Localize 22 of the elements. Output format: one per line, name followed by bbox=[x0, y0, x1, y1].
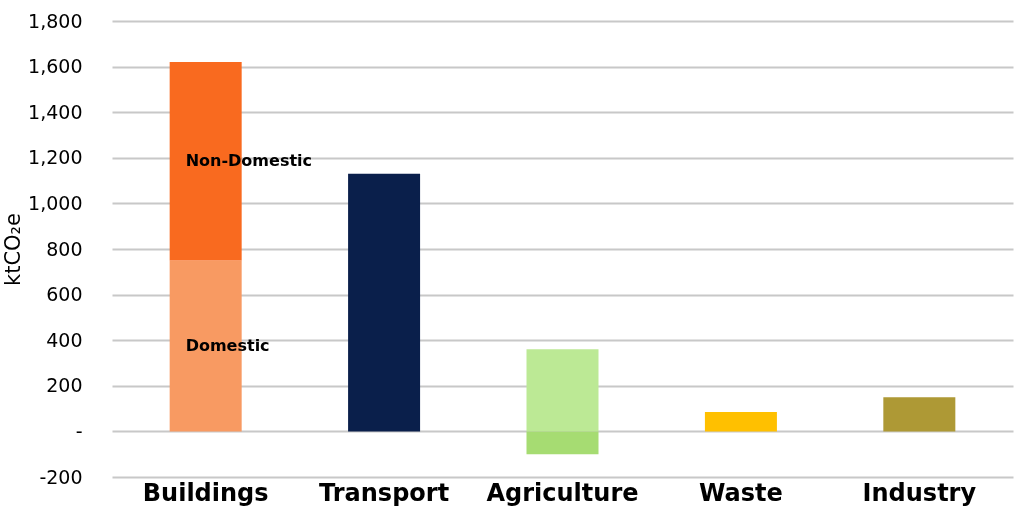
bar bbox=[526, 349, 599, 432]
y-tick-label: 800 bbox=[46, 237, 83, 260]
y-tick-label: 200 bbox=[46, 374, 83, 397]
y-tick-label: 1,200 bbox=[28, 146, 83, 169]
x-tick-label: Buildings bbox=[142, 478, 269, 507]
y-tick-label: 1,800 bbox=[28, 9, 83, 32]
y-tick-label: -200 bbox=[39, 465, 83, 488]
bar bbox=[704, 412, 777, 432]
x-tick-label: Transport bbox=[319, 478, 450, 507]
x-tick-label: Agriculture bbox=[486, 478, 639, 507]
y-tick-label: 1,600 bbox=[28, 55, 83, 78]
bar bbox=[883, 397, 956, 432]
x-tick-label: Waste bbox=[698, 478, 783, 507]
bar bbox=[526, 431, 599, 455]
y-tick-label: 600 bbox=[46, 283, 83, 306]
y-tick-label: 400 bbox=[46, 328, 83, 351]
bar bbox=[348, 173, 421, 432]
y-tick-label: 1,000 bbox=[28, 191, 83, 214]
y-tick-label: - bbox=[75, 419, 83, 442]
x-tick-label: Industry bbox=[862, 478, 977, 507]
y-axis-title: ktCO₂e bbox=[1, 213, 26, 286]
y-tick-label: 1,400 bbox=[28, 100, 83, 123]
